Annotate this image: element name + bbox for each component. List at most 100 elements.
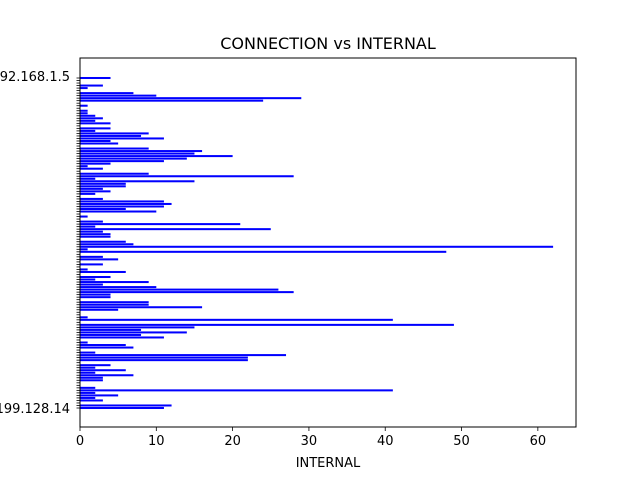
- bar: [80, 293, 111, 296]
- bar: [80, 185, 126, 188]
- bar: [80, 167, 103, 170]
- bar: [80, 396, 96, 399]
- bar: [80, 205, 164, 208]
- bar: [80, 132, 149, 135]
- bar: [80, 157, 187, 160]
- bar: [80, 180, 195, 183]
- bar: [80, 336, 164, 339]
- bar: [80, 117, 103, 120]
- bar: [80, 240, 126, 243]
- bar: [80, 119, 96, 122]
- bar: [80, 84, 103, 87]
- bar: [80, 142, 119, 145]
- y-ticks-group: [76, 77, 80, 409]
- bar: [80, 250, 447, 253]
- bar: [80, 210, 157, 213]
- bar: [80, 114, 96, 117]
- bar: [80, 344, 126, 347]
- bar: [80, 341, 88, 344]
- bar: [80, 175, 294, 178]
- bar: [80, 160, 164, 163]
- bar: [80, 129, 96, 132]
- bar: [80, 147, 149, 150]
- x-tick-label: 50: [453, 434, 470, 449]
- y-tick-label-bottom: 199.128.14: [0, 402, 70, 417]
- bar: [80, 359, 248, 362]
- bar: [80, 354, 287, 357]
- bar: [80, 155, 233, 158]
- bar: [80, 137, 164, 140]
- bar: [80, 225, 96, 228]
- bar: [80, 243, 134, 246]
- bar: [80, 223, 241, 226]
- bar: [80, 122, 111, 125]
- bar: [80, 235, 111, 238]
- bars-group: [80, 76, 554, 410]
- bar: [80, 291, 294, 294]
- bar: [80, 87, 88, 90]
- bar: [80, 333, 142, 336]
- bar: [80, 328, 142, 331]
- bar: [80, 286, 157, 289]
- bar: [80, 92, 134, 95]
- bar: [80, 245, 554, 248]
- bar: [80, 303, 149, 306]
- bar: [80, 228, 271, 231]
- bar: [80, 331, 187, 334]
- bar: [80, 152, 195, 155]
- bar: [80, 356, 248, 359]
- bar: [80, 391, 96, 394]
- bar: [80, 139, 111, 142]
- bar: [80, 202, 172, 205]
- bar: [80, 220, 103, 223]
- bar: [80, 182, 126, 185]
- bar: [80, 230, 103, 233]
- bar: [80, 134, 142, 137]
- x-tick-label: 60: [530, 434, 547, 449]
- bar: [80, 369, 126, 372]
- bar: [80, 187, 103, 190]
- bar: [80, 323, 454, 326]
- chart-title: CONNECTION vs INTERNAL: [220, 34, 436, 53]
- bar: [80, 97, 302, 100]
- bar: [80, 255, 103, 258]
- bar: [80, 318, 393, 321]
- x-tick-label: 40: [377, 434, 394, 449]
- bar: [80, 190, 111, 193]
- bar: [80, 394, 119, 397]
- x-axis-label: INTERNAL: [296, 456, 361, 471]
- bar: [80, 306, 203, 309]
- bar: [80, 165, 88, 168]
- x-ticks-group: 0 10 20 30 40 50 60: [76, 427, 546, 449]
- bar: [80, 172, 149, 175]
- bar: [80, 215, 88, 218]
- bar: [80, 207, 126, 210]
- bar: [80, 76, 111, 80]
- bar: [80, 270, 126, 273]
- x-tick-label: 20: [224, 434, 241, 449]
- bar: [80, 374, 134, 377]
- bar: [80, 364, 111, 367]
- bar: [80, 346, 134, 349]
- bar: [80, 351, 96, 354]
- bar: [80, 366, 96, 369]
- bar: [80, 404, 172, 407]
- bar: [80, 379, 103, 382]
- bar: [80, 276, 111, 279]
- bar: [80, 296, 111, 299]
- bar: [80, 371, 96, 374]
- bar: [80, 283, 103, 286]
- y-tick-label-top: 192.168.1.5: [0, 70, 70, 85]
- bar: [80, 104, 88, 107]
- plot-frame: [79, 57, 577, 428]
- bar: [80, 200, 164, 203]
- bar: [80, 197, 103, 200]
- x-tick-label: 30: [301, 434, 318, 449]
- bar: [80, 316, 88, 319]
- bar: [80, 258, 119, 261]
- bar: [80, 281, 149, 284]
- bar: [80, 112, 88, 115]
- bar: [80, 99, 264, 102]
- bar: [80, 376, 103, 379]
